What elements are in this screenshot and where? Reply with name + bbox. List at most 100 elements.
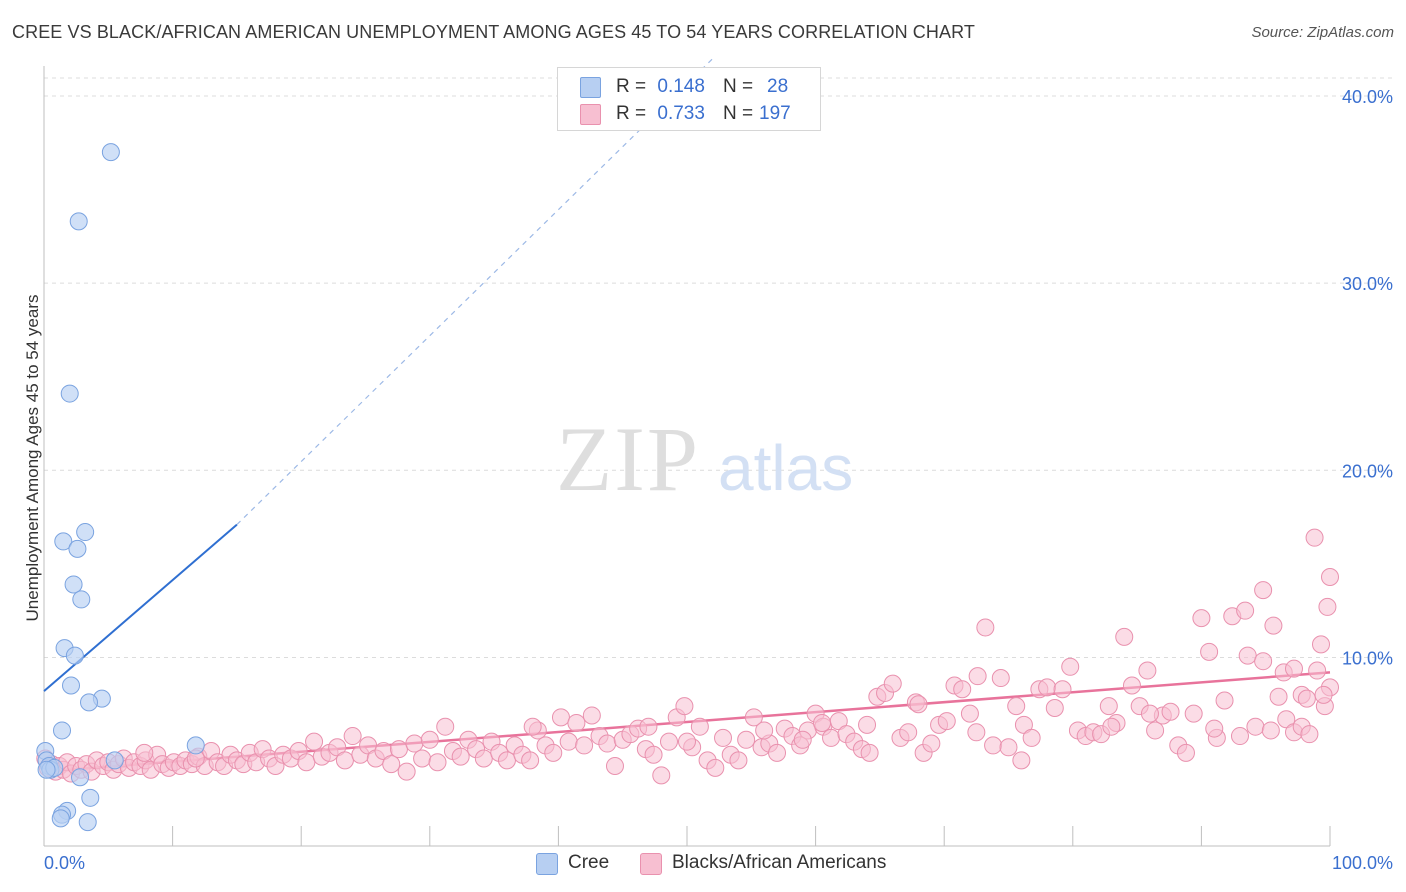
data-point-black — [1053, 680, 1072, 699]
data-point-black — [678, 732, 696, 751]
x-tick-labels: 0.0% 100.0% — [44, 853, 1393, 873]
data-point-black — [1138, 661, 1157, 680]
data-point-black — [714, 728, 733, 747]
data-point-black — [397, 762, 416, 781]
data-point-black — [737, 730, 756, 749]
data-point-black — [1184, 704, 1203, 723]
data-point-black — [1176, 743, 1195, 762]
data-point-black — [1308, 661, 1327, 680]
series-black-points — [36, 528, 1339, 785]
black-n-value: 197 — [759, 103, 791, 124]
data-point-black — [297, 753, 316, 772]
data-point-black — [1284, 659, 1303, 678]
r-label: R = — [616, 103, 647, 124]
data-point-black — [675, 697, 694, 716]
y-tick-labels: 10.0% 20.0% 30.0% 40.0% — [1342, 87, 1393, 668]
data-point-black — [413, 749, 432, 768]
data-point-cree — [69, 212, 88, 231]
data-point-cree — [62, 676, 81, 695]
data-point-black — [813, 713, 832, 732]
data-point-black — [1140, 704, 1159, 723]
data-point-black — [768, 743, 787, 762]
data-point-black — [1230, 727, 1249, 746]
data-point-black — [1146, 721, 1165, 740]
series-cree-points — [36, 143, 205, 832]
cree-r-value: 0.148 — [657, 76, 705, 97]
data-point-cree — [68, 539, 87, 558]
data-point-black — [1099, 697, 1118, 716]
n-label: N = — [722, 103, 754, 124]
data-point-cree — [105, 751, 124, 770]
chart-title: CREE VS BLACK/AFRICAN AMERICAN UNEMPLOYM… — [12, 22, 975, 42]
data-point-cree — [51, 809, 70, 828]
data-point-black — [1045, 698, 1064, 717]
data-point-cree — [78, 813, 97, 832]
data-point-black — [436, 717, 455, 736]
data-point-black — [755, 721, 774, 740]
data-point-black — [521, 751, 540, 770]
data-point-cree — [71, 768, 90, 787]
data-point-black — [953, 680, 972, 699]
grid-layer — [44, 77, 1392, 658]
data-point-black — [729, 751, 748, 770]
data-point-cree — [186, 736, 205, 755]
data-point-black — [1261, 721, 1280, 740]
data-point-black — [822, 728, 841, 747]
data-point-black — [343, 727, 362, 746]
data-point-black — [582, 706, 601, 725]
data-point-black — [605, 756, 624, 775]
data-point-black — [1122, 676, 1141, 695]
y-tick-label: 20.0% — [1342, 461, 1393, 481]
data-point-black — [1321, 567, 1339, 586]
data-point-cree — [53, 721, 72, 740]
r-label: R = — [616, 76, 647, 97]
data-point-cree — [60, 384, 79, 403]
x-tick-label: 0.0% — [44, 853, 85, 873]
data-point-black — [1236, 601, 1255, 620]
data-point-black — [1061, 657, 1080, 676]
data-point-black — [1012, 751, 1031, 770]
data-point-cree — [81, 788, 100, 807]
data-point-black — [382, 755, 401, 774]
chart-source: Source: ZipAtlas.com — [1251, 24, 1394, 41]
data-point-black — [967, 723, 986, 742]
data-point-black — [999, 738, 1018, 757]
data-point-black — [567, 713, 586, 732]
data-point-black — [984, 736, 1003, 755]
n-label: N = — [722, 76, 754, 97]
data-point-black — [793, 730, 812, 749]
stats-legend: R = 0.148 N = 28 R = 0.733 N = 197 — [557, 67, 821, 131]
data-point-black — [858, 715, 877, 734]
data-point-black — [1297, 689, 1316, 708]
data-point-black — [937, 712, 956, 731]
data-point-black — [1038, 678, 1057, 697]
data-point-black — [428, 753, 447, 772]
data-point-black — [922, 734, 941, 753]
cree-n-value: 28 — [767, 76, 789, 97]
data-point-black — [1311, 635, 1330, 654]
data-point-black — [960, 704, 979, 723]
data-point-black — [899, 723, 918, 742]
data-point-black — [575, 736, 594, 755]
data-point-black — [1007, 697, 1026, 716]
data-point-black — [1269, 687, 1288, 706]
data-point-black — [909, 695, 928, 714]
data-point-black — [389, 740, 408, 759]
data-point-cree — [76, 523, 95, 542]
data-point-cree — [64, 575, 83, 594]
data-point-black — [1300, 725, 1319, 744]
data-point-black — [523, 717, 542, 736]
data-point-black — [335, 751, 354, 770]
data-point-black — [135, 743, 154, 762]
data-point-black — [1200, 642, 1219, 661]
x-tick-label: 100.0% — [1332, 853, 1393, 873]
y-tick-label: 40.0% — [1342, 87, 1393, 107]
data-point-cree — [80, 693, 99, 712]
y-tick-label: 10.0% — [1342, 648, 1393, 668]
data-point-black — [1215, 691, 1234, 710]
cree-legend-label: Cree — [568, 852, 610, 873]
y-tick-label: 30.0% — [1342, 274, 1393, 294]
cree-trend-extension — [236, 58, 714, 526]
cree-swatch — [580, 76, 601, 98]
